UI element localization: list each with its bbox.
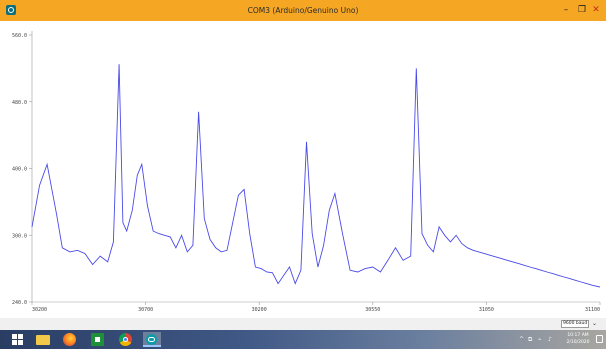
y-tick-label: 300.0: [12, 233, 27, 239]
y-tick-label: 480.0: [12, 100, 27, 106]
volume-icon[interactable]: ♪: [548, 336, 552, 343]
windows-taskbar: ^ ⧉ ⌁ ♪ 10:17 AM 2/10/2020: [0, 330, 606, 349]
tray-overflow-icon[interactable]: ^: [519, 336, 525, 343]
baud-rate-select[interactable]: 9600 baud: [561, 320, 589, 328]
arduino-logo-icon: [8, 7, 14, 13]
x-tick-label: 30200: [252, 307, 267, 313]
file-explorer-icon[interactable]: [36, 335, 50, 345]
x-axis-ticks: 30200 30700 30200 30550 31050 31100: [31, 302, 601, 313]
network-icon[interactable]: ⌁: [538, 336, 542, 343]
taskbar-clock[interactable]: 10:17 AM 2/10/2020: [563, 332, 593, 346]
close-button[interactable]: ✕: [592, 5, 600, 15]
x-tick-label: 30200: [32, 307, 47, 313]
serial-signal-line: [31, 64, 601, 288]
y-axis-ticks: 560.0 480.0 400.0 300.0 240.0: [12, 33, 32, 306]
y-tick-label: 240.0: [12, 300, 27, 306]
x-tick-label: 30700: [138, 307, 153, 313]
maximize-button[interactable]: ❐: [577, 5, 587, 15]
tray-app-icon[interactable]: ⧉: [528, 336, 533, 343]
plot-background: [0, 21, 606, 318]
start-pane: [12, 340, 17, 345]
x-tick-label: 31050: [479, 307, 494, 313]
y-tick-label: 560.0: [12, 33, 27, 39]
action-center-icon[interactable]: [596, 335, 603, 343]
y-tick-label: 400.0: [12, 167, 27, 173]
arduino-app-icon: [6, 5, 16, 15]
store-icon[interactable]: [91, 333, 104, 346]
arduino-icon: [146, 334, 157, 345]
start-pane: [12, 334, 17, 339]
firefox-icon[interactable]: [63, 333, 76, 346]
start-pane: [18, 334, 23, 339]
chrome-icon[interactable]: [119, 333, 132, 346]
x-tick-label: 30550: [365, 307, 380, 313]
arduino-taskbar-button[interactable]: [143, 332, 161, 347]
plotter-bottom-bar: 9600 baud ⌄: [0, 318, 606, 330]
window-title: COM3 (Arduino/Genuino Uno): [247, 6, 359, 15]
minimize-button[interactable]: –: [563, 5, 569, 15]
start-pane: [18, 340, 23, 345]
start-icon[interactable]: [10, 332, 26, 347]
clock-time: 10:17 AM: [567, 333, 589, 338]
window-titlebar: COM3 (Arduino/Genuino Uno) – ❐ ✕: [0, 0, 606, 21]
x-tick-label: 31100: [585, 307, 600, 313]
chevron-down-icon[interactable]: ⌄: [592, 320, 598, 327]
clock-date: 2/10/2020: [566, 340, 590, 345]
